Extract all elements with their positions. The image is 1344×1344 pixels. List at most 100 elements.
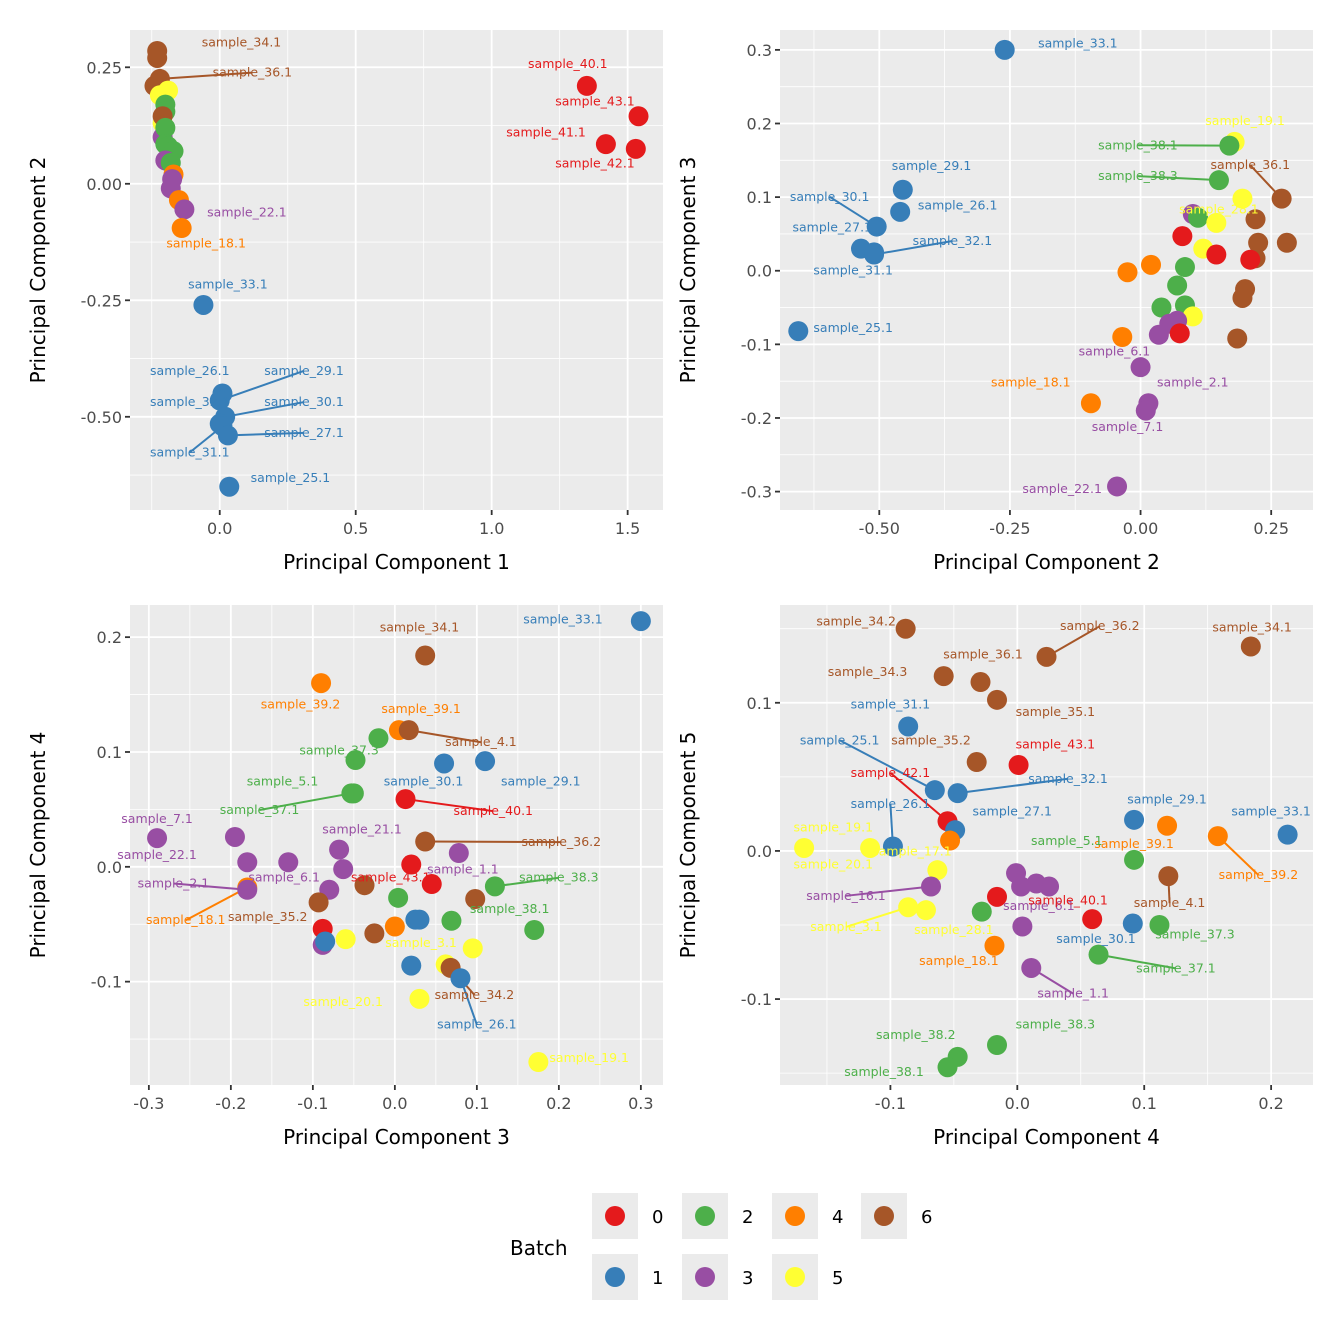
data-point [994,39,1015,60]
label-connector [839,739,936,792]
data-point [1206,244,1227,265]
data-point [1080,393,1101,414]
label-connector [405,798,494,813]
data-point [933,666,954,687]
point-label: sample_31.1 [150,444,230,459]
data-point [409,988,430,1009]
point-label: sample_34.3 [828,664,908,679]
data-point [882,836,903,857]
point-label: sample_3.1 [385,935,457,950]
legend-swatch [605,1267,625,1287]
legend-item: 4 [772,1193,843,1239]
legend-item: 2 [682,1193,753,1239]
y-tick-label: 0.2 [97,628,122,647]
point-label: sample_22.1 [1022,481,1102,496]
data-point [1219,135,1240,156]
y-tick-label: -0.25 [81,291,122,310]
label-connector [873,239,953,256]
label-connector [425,840,562,844]
data-point [1039,876,1060,897]
x-tick-label: 0.2 [546,1094,571,1113]
point-label: sample_35.2 [228,909,308,924]
label-connector [185,886,248,922]
data-point [1107,476,1128,497]
point-label: sample_19.1 [794,820,874,835]
data-point [628,106,649,127]
data-point [217,425,238,446]
data-point [576,75,597,96]
data-point [484,876,505,897]
point-label: sample_29.1 [264,363,344,378]
point-label: sample_37.3 [299,742,379,757]
data-point [193,294,214,315]
y-tick-label: -0.1 [91,973,122,992]
data-point [1188,207,1209,228]
point-label: sample_34.2 [435,987,515,1002]
y-tick-label: 0.0 [97,858,122,877]
data-point [892,179,913,200]
point-label: sample_43.1 [555,93,635,108]
point-label: sample_38.1 [1098,137,1178,152]
point-label: sample_26.1 [918,198,998,213]
data-point [987,689,1008,710]
legend-swatch [605,1206,625,1226]
legend-item: 0 [592,1193,663,1239]
point-label: sample_1.1 [427,862,499,877]
data-point [1135,400,1156,421]
x-tick-label: 1.5 [615,519,640,538]
y-tick-label: -0.50 [81,408,122,427]
y-tick-label: 0.00 [86,175,122,194]
label-connector [845,906,909,928]
point-label: sample_18.1 [919,953,999,968]
point-label: sample_34.1 [1212,620,1292,635]
data-point [970,672,991,693]
x-axis-title: Principal Component 1 [283,550,510,574]
point-label: sample_30.1 [264,394,344,409]
data-point [927,860,948,881]
x-tick-label: 0.0 [207,519,232,538]
data-point [971,901,992,922]
point-label: sample_38.3 [519,870,599,885]
point-label: sample_42.1 [555,155,635,170]
legend-label: 1 [652,1268,663,1289]
point-label: sample_4.1 [445,734,517,749]
label-connector [1098,953,1177,970]
point-label: sample_37.3 [1155,926,1235,941]
y-axis-title: Principal Component 5 [676,732,700,959]
point-label: sample_1.1 [1037,986,1109,1001]
legend-item: 6 [861,1193,932,1239]
legend-label: 6 [921,1207,932,1228]
data-point [866,216,887,237]
data-point [354,875,375,896]
legend-swatch [874,1206,894,1226]
data-point [524,919,545,940]
data-point [308,892,329,913]
data-point [788,321,809,342]
point-label: sample_26.1 [851,796,931,811]
point-label: sample_4.1 [1134,895,1206,910]
point-label: sample_38.3 [1016,1017,1096,1032]
x-tick-label: -0.2 [215,1094,246,1113]
data-point [345,750,366,771]
point-label: sample_40.1 [453,803,533,818]
data-point [1011,876,1032,897]
legend-label: 2 [742,1207,753,1228]
data-point [1276,232,1297,253]
point-label: sample_30.1 [1056,931,1136,946]
data-point [1151,297,1172,318]
data-point [1169,323,1190,344]
y-tick-label: -0.1 [741,990,772,1009]
point-label: sample_2.1 [138,875,210,890]
data-point [1122,913,1143,934]
point-label: sample_18.1 [166,236,246,251]
x-tick-label: -0.3 [133,1094,164,1113]
point-label: sample_38.1 [844,1064,924,1079]
data-point [415,645,436,666]
panel-background [130,605,663,1085]
data-point [1036,646,1057,667]
point-label: sample_33.1 [188,277,268,292]
legend-label: 4 [832,1207,843,1228]
point-label: sample_43.1 [1016,737,1096,752]
point-label: sample_7.1 [121,811,193,826]
